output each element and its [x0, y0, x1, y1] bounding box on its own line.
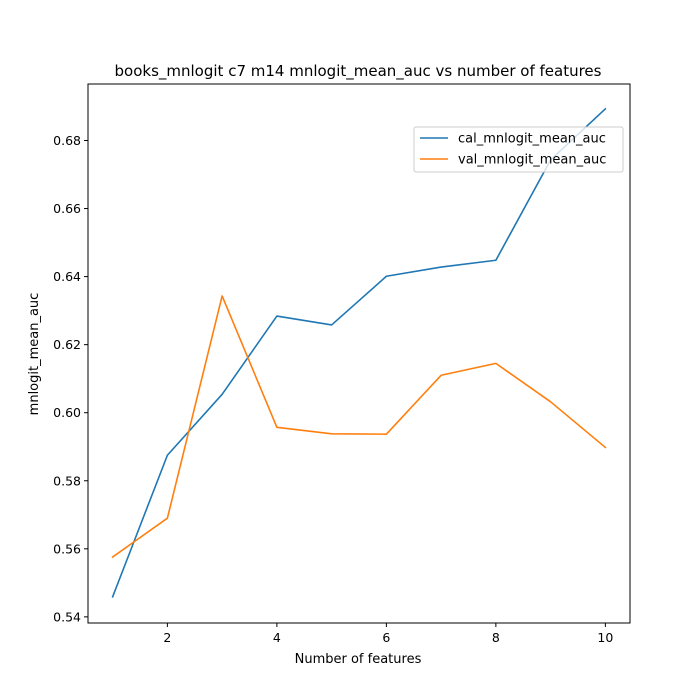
x-tick-label: 8: [492, 630, 500, 645]
y-tick-label: 0.56: [53, 541, 81, 556]
y-tick-label: 0.66: [53, 201, 81, 216]
x-tick-label: 6: [382, 630, 390, 645]
plot-area: 2 4 6 8 10 0.54 0.56 0.58 0.60 0.62 0.64 0.66 0.68: [53, 83, 631, 645]
series-line-1: [111, 107, 607, 598]
plot-frame: [87, 83, 631, 624]
x-tick-label: 4: [273, 630, 281, 645]
y-tick-label: 0.68: [53, 133, 81, 148]
y-tick-label: 0.58: [53, 473, 81, 488]
y-tick-label: 0.54: [53, 609, 81, 624]
legend: cal_mnlogit_mean_auc val_mnlogit_mean_auc: [413, 126, 624, 173]
y-axis-label: mnlogit_mean_auc: [27, 293, 42, 416]
chart-title: books_mnlogit c7 m14 mnlogit_mean_auc vs…: [115, 62, 602, 81]
y-tick-label: 0.62: [53, 337, 81, 352]
y-tick-label: 0.64: [53, 269, 81, 284]
legend-label-2: val_mnlogit_mean_auc: [458, 153, 606, 168]
x-axis-label: Number of features: [295, 652, 422, 667]
series-line-2: [111, 295, 607, 559]
x-tick-label: 2: [163, 630, 171, 645]
legend-box: [413, 126, 624, 173]
x-tick-label: 10: [597, 630, 613, 645]
y-tick-label: 0.60: [53, 405, 81, 420]
legend-label-1: cal_mnlogit_mean_auc: [458, 132, 606, 147]
